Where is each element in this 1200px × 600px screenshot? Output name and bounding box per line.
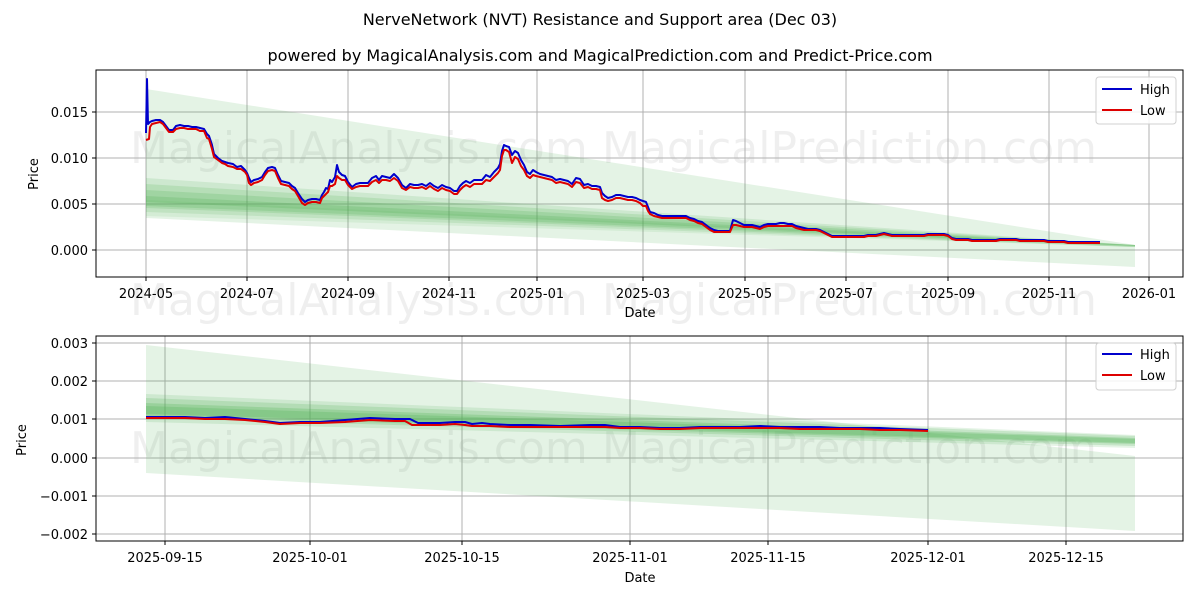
bottom-xtick: 2025-10-15 xyxy=(424,551,500,566)
top-xtick: 2026-01 xyxy=(1122,287,1176,302)
legend-low-label: Low xyxy=(1140,369,1166,384)
chart-subtitle: powered by MagicalAnalysis.com and Magic… xyxy=(267,46,933,65)
top-low-line xyxy=(145,121,1100,244)
chart-title: NerveNetwork (NVT) Resistance and Suppor… xyxy=(362,10,838,29)
legend-high-label: High xyxy=(1140,83,1170,98)
watermark-prediction-lower: MagicalPrediction.com xyxy=(602,275,1097,326)
top-xtick: 2025-09 xyxy=(921,287,975,302)
top-y-label: Price xyxy=(27,158,42,190)
bottom-xtick: 2025-10-01 xyxy=(272,551,348,566)
bottom-y-label: Price xyxy=(15,424,30,456)
top-ytick: 0.010 xyxy=(51,152,88,167)
top-y-axis: 0.015 0.010 0.005 0.000 Price xyxy=(27,106,96,259)
top-x-label: Date xyxy=(624,306,655,321)
top-xtick: 2025-11 xyxy=(1022,287,1076,302)
bottom-support-resistance-bands xyxy=(146,345,1135,531)
bottom-xtick: 2025-11-01 xyxy=(592,551,668,566)
bottom-panel: MagicalAnalysis.com MagicalPrediction.co… xyxy=(15,335,1184,586)
bottom-low-line xyxy=(146,417,929,432)
top-legend: High Low xyxy=(1095,76,1177,125)
bottom-ytick: 0.002 xyxy=(51,375,88,390)
bottom-x-axis: 2025-09-15 2025-10-01 2025-10-15 2025-11… xyxy=(127,541,1104,586)
top-xtick: 2025-05 xyxy=(718,287,772,302)
bottom-xtick: 2025-12-01 xyxy=(890,551,966,566)
bottom-ytick: 0.000 xyxy=(51,452,88,467)
top-ytick: 0.005 xyxy=(51,198,88,213)
top-xtick: 2024-05 xyxy=(119,287,173,302)
top-ytick: 0.015 xyxy=(51,106,88,121)
watermark-analysis-lower: MagicalAnalysis.com xyxy=(130,275,588,326)
top-xtick: 2024-09 xyxy=(321,287,375,302)
top-xtick: 2024-07 xyxy=(220,287,274,302)
watermark-analysis-bottom: MagicalAnalysis.com xyxy=(130,423,588,474)
bottom-xtick: 2025-12-15 xyxy=(1028,551,1104,566)
bottom-xtick: 2025-09-15 xyxy=(127,551,203,566)
top-panel: MagicalAnalysis.com MagicalPrediction.co… xyxy=(27,69,1184,326)
bottom-ytick: −0.002 xyxy=(40,528,88,543)
legend-high-label: High xyxy=(1140,348,1170,363)
bottom-xtick: 2025-11-15 xyxy=(730,551,806,566)
bottom-ytick: −0.001 xyxy=(40,490,88,505)
top-xtick: 2024-11 xyxy=(422,287,476,302)
bottom-y-axis: 0.003 0.002 0.001 0.000 −0.001 −0.002 Pr… xyxy=(15,337,96,543)
watermark-prediction: MagicalPrediction.com xyxy=(602,123,1097,174)
legend-low-label: Low xyxy=(1140,104,1166,119)
bottom-ytick: 0.003 xyxy=(51,337,88,352)
bottom-ytick: 0.001 xyxy=(51,413,88,428)
top-axes-frame xyxy=(95,69,1184,278)
watermark-prediction-bottom: MagicalPrediction.com xyxy=(602,423,1097,474)
bottom-legend: High Low xyxy=(1095,342,1177,391)
top-xtick: 2025-03 xyxy=(616,287,670,302)
bottom-grid xyxy=(96,336,1183,541)
bottom-axes-frame xyxy=(95,335,1184,542)
top-x-axis: 2024-05 2024-07 2024-09 2024-11 2025-01 … xyxy=(119,277,1176,321)
bottom-x-label: Date xyxy=(624,571,655,586)
top-ytick: 0.000 xyxy=(51,244,88,259)
top-xtick: 2025-07 xyxy=(819,287,873,302)
top-xtick: 2025-01 xyxy=(510,287,564,302)
